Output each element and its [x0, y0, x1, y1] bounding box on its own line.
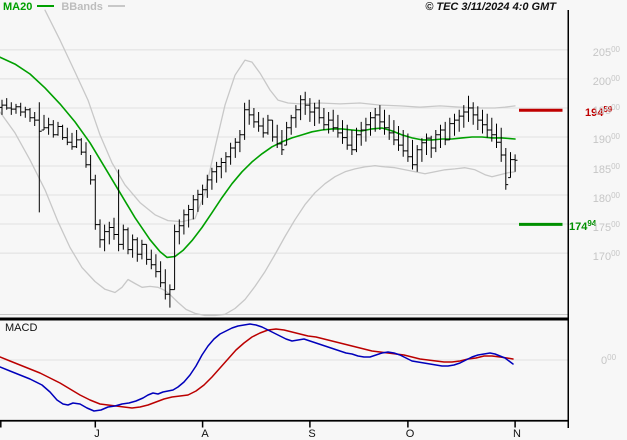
price-axis-label: 19500: [592, 103, 620, 117]
macd-zero-axis-label: 000: [601, 353, 617, 367]
price-axis-label: 17000: [592, 249, 620, 263]
support-price-label: 17494: [569, 219, 597, 233]
month-axis-label: A: [201, 428, 209, 440]
month-axis-label: J: [94, 428, 100, 440]
bbands-legend-label: BBands: [61, 1, 103, 13]
macd-panel-title: MACD: [5, 322, 38, 334]
ma20-legend-label: MA20: [3, 1, 33, 13]
month-axis-label: N: [513, 428, 521, 440]
price-axis-label: 19000: [592, 132, 620, 146]
price-axis-label: 20000: [592, 74, 620, 88]
price-axis-label: 18500: [592, 162, 620, 176]
month-axis-label: O: [405, 428, 415, 440]
price-axis-label: 18000: [592, 191, 620, 205]
price-axis-label: 20500: [592, 45, 620, 59]
ma20-legend-dash-icon: [37, 5, 55, 7]
bollinger-lower-band-line: [0, 111, 516, 317]
resistance-price-label: 19459: [585, 105, 613, 119]
ohlc-bar-series: [0, 91, 518, 308]
bollinger-upper-band-line: [44, 9, 516, 223]
month-tick-marks: [0, 421, 569, 428]
bbands-legend-dash-icon: [107, 5, 125, 7]
macd-line: [0, 323, 514, 412]
month-axis-label: S: [308, 428, 316, 440]
macd-signal-line: [0, 328, 514, 409]
legend: MA20 BBands: [3, 1, 132, 14]
ma20-line: [0, 56, 516, 259]
price-axis-label: 17500: [592, 220, 620, 234]
panel-separator: [0, 317, 569, 321]
copyright-text: © TEC 3/11/2024 4:0 GMT: [425, 1, 556, 13]
